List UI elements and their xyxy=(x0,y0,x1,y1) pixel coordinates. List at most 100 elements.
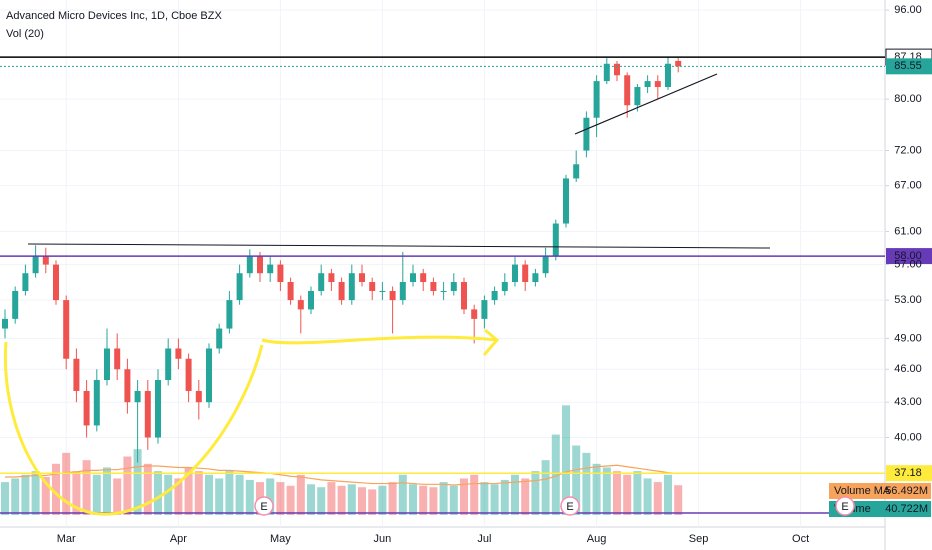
candle-body xyxy=(542,256,549,274)
candle-body xyxy=(583,117,590,151)
volume-bar xyxy=(307,484,315,515)
candle-body xyxy=(53,264,59,301)
volume-bar xyxy=(276,482,285,515)
indicator-label: Vol (20) xyxy=(6,28,44,40)
candle-body xyxy=(175,348,182,359)
price-badge-label: 58.00 xyxy=(894,250,922,262)
volume-bar xyxy=(480,482,489,515)
volume-bar xyxy=(21,474,30,515)
candle-body xyxy=(552,223,559,257)
volume-bar xyxy=(164,474,173,515)
volume-bar xyxy=(398,474,407,515)
candle-body xyxy=(665,63,671,88)
volume-bar xyxy=(409,484,417,515)
volume-bar xyxy=(613,471,621,515)
price-badge-label: 85.55 xyxy=(894,60,922,72)
candle-body xyxy=(114,348,121,370)
volume-bar xyxy=(31,471,40,515)
candle-body xyxy=(399,282,406,301)
y-tick-label: 53.00 xyxy=(894,294,922,306)
volume-badge xyxy=(829,483,931,499)
volume-bar xyxy=(592,463,601,515)
y-tick-label: 67.00 xyxy=(894,180,922,192)
volume-bar xyxy=(500,479,509,515)
volume-bar xyxy=(531,471,540,515)
price-badge-label: 37.18 xyxy=(894,467,922,479)
volume-bar xyxy=(113,478,122,515)
volume-bar xyxy=(378,485,387,515)
volume-bar xyxy=(235,474,244,515)
candle-body xyxy=(634,87,641,106)
volume-bar xyxy=(368,489,377,515)
candle-body xyxy=(338,282,345,301)
y-tick-label: 49.00 xyxy=(894,332,922,344)
volume-bar xyxy=(337,485,346,515)
drawing xyxy=(261,328,500,356)
candle-body xyxy=(420,273,427,283)
y-tick-label: 72.00 xyxy=(894,144,922,156)
earnings-label: E xyxy=(566,501,573,513)
x-tick-label: Sep xyxy=(689,533,709,545)
volume-badge-name: Volume MA xyxy=(834,485,891,497)
candle-body xyxy=(134,390,141,403)
candle-body xyxy=(42,256,49,265)
candle-body xyxy=(563,178,569,224)
candle-body xyxy=(287,282,294,301)
volume-bar xyxy=(490,484,499,515)
volume-bar xyxy=(296,474,305,515)
x-tick-label: Oct xyxy=(792,533,809,545)
volume-bar xyxy=(245,479,254,515)
candle-body xyxy=(185,358,192,391)
volume-bar xyxy=(460,478,468,515)
volume-bar xyxy=(154,471,162,515)
earnings-marker[interactable] xyxy=(835,496,855,516)
volume-bar xyxy=(52,463,60,515)
earnings-label: E xyxy=(260,501,267,513)
volume-bar xyxy=(582,452,591,515)
volume-bar xyxy=(449,485,458,515)
volume-bar xyxy=(205,474,213,515)
volume-bar xyxy=(347,484,356,515)
candle-body xyxy=(450,282,457,291)
volume-bar xyxy=(674,485,683,515)
candle-body xyxy=(144,390,151,438)
candle-body xyxy=(532,273,539,283)
volume-bar xyxy=(1,482,9,515)
earnings-marker[interactable] xyxy=(560,496,580,516)
volume-bar xyxy=(562,405,570,515)
volume-bar xyxy=(82,460,91,515)
volume-bar xyxy=(11,478,20,515)
volume-bar xyxy=(72,471,81,515)
candle-body xyxy=(236,273,243,301)
drawing xyxy=(3,341,264,516)
volume-bar xyxy=(643,478,652,515)
volume-bar xyxy=(572,445,581,515)
candle-body xyxy=(573,164,580,179)
candle-body xyxy=(216,328,223,349)
y-tick-label: 57.00 xyxy=(894,258,922,270)
volume-bar xyxy=(41,476,50,515)
x-tick-label: Jun xyxy=(374,533,392,545)
candle-body xyxy=(93,379,100,426)
candle-body xyxy=(83,390,90,426)
earnings-label: E xyxy=(841,501,848,513)
volume-pane xyxy=(1,405,683,515)
volume-bar xyxy=(439,482,448,515)
candle-body xyxy=(257,256,263,274)
candle-body xyxy=(165,348,172,380)
chart-title: Advanced Micro Devices Inc, 1D, Cboe BZX xyxy=(6,10,222,22)
volume-bar xyxy=(358,487,366,515)
y-tick-label: 43.00 xyxy=(894,396,922,408)
candle-body xyxy=(73,358,80,391)
candle-body xyxy=(389,290,396,301)
candle-body xyxy=(440,290,447,292)
x-tick-label: May xyxy=(270,533,291,545)
y-tick-label: 80.00 xyxy=(894,93,922,105)
candle-body xyxy=(318,273,325,291)
volume-bar xyxy=(123,456,132,515)
volume-bar xyxy=(551,434,560,515)
x-tick-label: Aug xyxy=(587,533,607,545)
earnings-marker[interactable] xyxy=(254,496,274,516)
